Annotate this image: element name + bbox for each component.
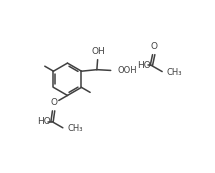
Text: CH₃: CH₃ bbox=[68, 124, 83, 133]
Text: O: O bbox=[50, 98, 57, 107]
Text: OOH: OOH bbox=[118, 66, 137, 75]
Text: HO: HO bbox=[37, 117, 51, 126]
Text: CH₃: CH₃ bbox=[167, 68, 182, 77]
Text: O: O bbox=[150, 42, 157, 51]
Text: OH: OH bbox=[92, 47, 105, 56]
Text: HO: HO bbox=[138, 61, 151, 70]
